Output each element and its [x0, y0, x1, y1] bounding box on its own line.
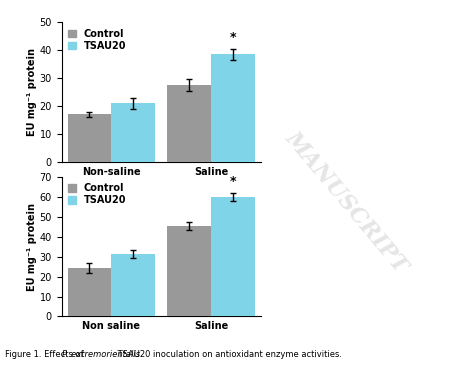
Bar: [111, 254, 155, 316]
Bar: [167, 85, 211, 162]
Legend: Control, TSAU20: Control, TSAU20: [66, 181, 128, 207]
Text: MANUSCRIPT: MANUSCRIPT: [281, 127, 411, 277]
Bar: [167, 226, 211, 316]
Y-axis label: EU mg⁻¹ protein: EU mg⁻¹ protein: [27, 48, 37, 136]
Y-axis label: EU mg⁻¹ protein: EU mg⁻¹ protein: [27, 202, 37, 291]
Bar: [68, 268, 111, 316]
Text: Figure 1. Effects of: Figure 1. Effects of: [5, 350, 86, 359]
Text: *: *: [229, 31, 236, 44]
Bar: [111, 103, 155, 162]
Text: TSAU20 inoculation on antioxidant enzyme activities.: TSAU20 inoculation on antioxidant enzyme…: [115, 350, 342, 359]
Legend: Control, TSAU20: Control, TSAU20: [66, 27, 128, 53]
Text: *: *: [229, 175, 236, 188]
Bar: [211, 197, 255, 316]
Text: P. extremorientalis: P. extremorientalis: [63, 350, 141, 359]
Bar: [211, 54, 255, 162]
Bar: [68, 114, 111, 162]
